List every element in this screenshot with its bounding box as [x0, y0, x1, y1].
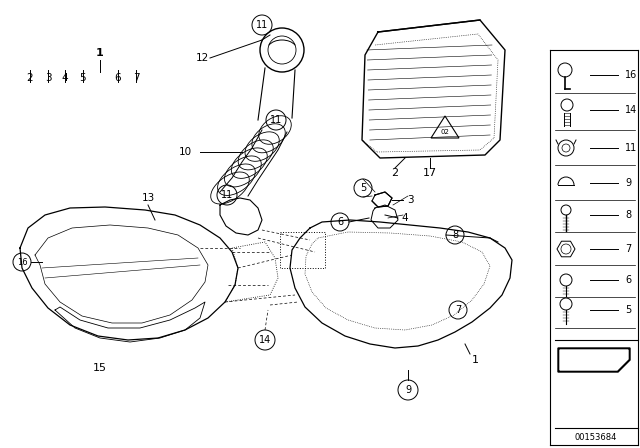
- Text: 13: 13: [141, 193, 155, 203]
- Text: 12: 12: [196, 53, 209, 63]
- Text: 10: 10: [179, 147, 191, 157]
- Text: 15: 15: [93, 363, 107, 373]
- Text: 7: 7: [132, 73, 140, 83]
- Text: 5: 5: [80, 73, 86, 83]
- Text: 11: 11: [625, 143, 637, 153]
- Text: 7: 7: [455, 305, 461, 315]
- Text: 4: 4: [402, 213, 408, 223]
- Text: 2: 2: [27, 73, 33, 83]
- Text: 02: 02: [440, 129, 449, 135]
- Text: 9: 9: [625, 178, 631, 188]
- Text: 8: 8: [625, 210, 631, 220]
- Text: 9: 9: [405, 385, 411, 395]
- Polygon shape: [558, 348, 630, 372]
- Text: 5: 5: [360, 183, 366, 193]
- Text: 16: 16: [17, 258, 28, 267]
- Text: 6: 6: [337, 217, 343, 227]
- Text: 2: 2: [392, 168, 399, 178]
- Text: 11: 11: [256, 20, 268, 30]
- Text: 6: 6: [625, 275, 631, 285]
- Text: 16: 16: [625, 70, 637, 80]
- Text: 17: 17: [423, 168, 437, 178]
- Text: 3: 3: [406, 195, 413, 205]
- Text: 3: 3: [45, 73, 51, 83]
- Text: 14: 14: [259, 335, 271, 345]
- Text: 7: 7: [625, 244, 631, 254]
- Text: 1: 1: [96, 48, 104, 58]
- Text: 4: 4: [61, 73, 68, 83]
- Text: 14: 14: [625, 105, 637, 115]
- Text: 11: 11: [270, 115, 282, 125]
- Text: 5: 5: [625, 305, 631, 315]
- Text: 1: 1: [472, 355, 479, 365]
- Text: 11: 11: [221, 190, 233, 200]
- Text: 6: 6: [115, 73, 122, 83]
- Polygon shape: [560, 350, 628, 370]
- Text: 00153684: 00153684: [575, 432, 617, 441]
- Text: 8: 8: [452, 230, 458, 240]
